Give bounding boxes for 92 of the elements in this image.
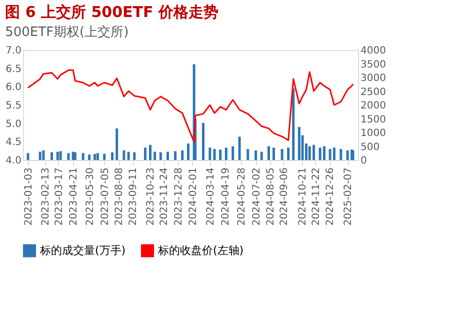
bar — [292, 88, 295, 160]
y2-tick-label: 0 — [360, 156, 367, 166]
x-tick-label: 2025-02-07 — [343, 168, 354, 226]
x-tick-label: 2023-11-24 — [159, 168, 170, 226]
bar — [208, 148, 212, 160]
bar — [133, 152, 136, 160]
bar — [26, 153, 30, 160]
bar — [181, 150, 184, 160]
x-tick-label: 2023-12-28 — [173, 168, 184, 226]
bar — [94, 154, 96, 160]
bar — [67, 153, 70, 160]
legend-label: 标的收盘价(左轴) — [157, 244, 244, 257]
bar — [186, 144, 190, 160]
x-tick-label: 2023-02-13 — [40, 168, 52, 226]
y2-tick-label: 2500 — [360, 86, 386, 98]
x-tick-label: 2023-07-05 — [100, 168, 111, 226]
bar — [219, 150, 222, 160]
bar — [202, 122, 204, 160]
bar — [312, 144, 316, 160]
y-tick-label: 5.5 — [6, 100, 22, 112]
y2-tick-label: 2000 — [360, 100, 386, 112]
y2-tick-label: 1000 — [360, 128, 386, 139]
bar — [38, 152, 42, 160]
bar — [166, 152, 170, 160]
x-tick-label: 2024-08-05 — [265, 168, 276, 226]
bar — [50, 152, 54, 160]
bar — [332, 148, 336, 160]
bar — [267, 146, 270, 160]
bar — [322, 146, 326, 160]
x-tick-label: 2023-05-30 — [84, 168, 96, 226]
x-tick-label: 2023-09-11 — [128, 168, 140, 226]
bar — [224, 148, 228, 160]
bar — [148, 144, 152, 160]
bar — [59, 151, 62, 160]
x-tick-label: 2023-04-21 — [68, 168, 80, 226]
y-tick-label: 7.0 — [6, 46, 22, 56]
y2-tick-label: 1500 — [360, 114, 386, 126]
bar — [346, 150, 349, 160]
bar — [308, 146, 311, 160]
x-tick-label: 2024-11-22 — [310, 168, 322, 226]
x-tick-label: 2024-07-02 — [251, 168, 262, 226]
bar — [340, 149, 342, 160]
chart-subtitle: 500ETF期权(上交所) — [5, 24, 129, 40]
bar — [298, 127, 300, 160]
y-tick-label: 4.5 — [6, 137, 22, 148]
bar — [272, 148, 275, 160]
legend-label: 标的成交量(万手) — [39, 244, 126, 257]
y2-tick-label: 4000 — [360, 46, 386, 56]
x-tick-label: 2024-09-06 — [278, 168, 290, 226]
y-tick-label: 5.0 — [6, 118, 22, 130]
bar — [116, 128, 118, 160]
bar — [127, 152, 130, 160]
bar — [318, 148, 322, 160]
x-tick-label: 2023-10-23 — [146, 168, 157, 226]
bar — [246, 149, 250, 160]
bar — [111, 152, 114, 160]
bar — [88, 154, 91, 160]
x-tick-label: 2023-08-08 — [114, 168, 126, 226]
y-tick-label: 6.0 — [6, 82, 22, 94]
bar — [82, 153, 84, 160]
bar — [103, 154, 106, 160]
x-tick-label: 2024-12-26 — [325, 168, 336, 226]
y-tick-label: 6.5 — [6, 64, 22, 75]
y2-tick-label: 3500 — [360, 59, 386, 70]
bar — [144, 148, 146, 160]
bar — [287, 148, 290, 160]
bar — [174, 151, 177, 160]
y-tick-label: 4.0 — [6, 156, 22, 166]
bar — [96, 153, 99, 160]
bar — [159, 152, 162, 160]
bar — [42, 150, 45, 160]
bar — [232, 146, 234, 160]
y2-tick-label: 3000 — [360, 73, 386, 84]
bar — [154, 152, 156, 160]
bar — [328, 149, 332, 160]
x-tick-label: 2023-01-03 — [24, 168, 34, 226]
x-tick-label: 2024-05-28 — [236, 168, 248, 226]
x-tick-label: 2024-02-01 — [188, 168, 199, 226]
bar — [280, 149, 284, 160]
bar — [254, 150, 258, 160]
x-tick-label: 2023-03-17 — [54, 168, 65, 226]
bar — [260, 152, 263, 160]
x-tick-label: 2024-04-19 — [220, 168, 232, 226]
bar — [238, 136, 241, 160]
line-series — [27, 69, 354, 142]
chart-title: 图 6 上交所 500ETF 价格走势 — [5, 3, 218, 21]
bar — [56, 152, 59, 160]
y2-tick-label: 500 — [360, 142, 380, 153]
bar — [213, 149, 216, 160]
x-tick-label: 2024-03-14 — [205, 168, 216, 226]
bar — [122, 150, 126, 160]
x-tick-label: 2024-10-21 — [298, 168, 309, 226]
